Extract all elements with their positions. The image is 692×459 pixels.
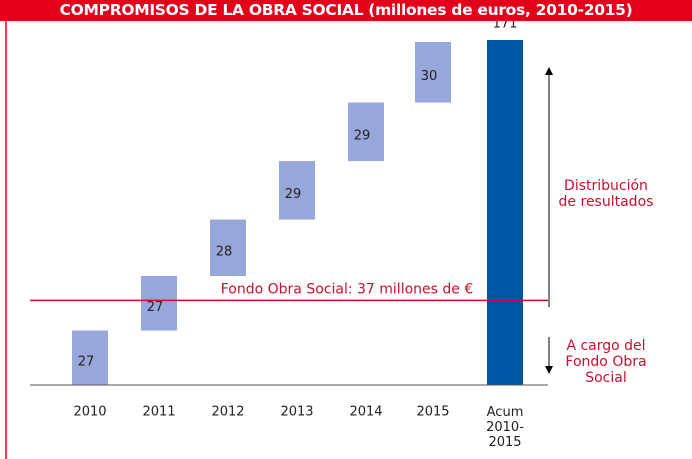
- bar: [348, 102, 384, 162]
- x-tick-label: 2013: [280, 405, 313, 420]
- value-label: 29: [285, 187, 302, 202]
- value-label: 27: [147, 300, 164, 315]
- total-bar: [487, 40, 523, 385]
- x-tick-label: 2014: [349, 405, 382, 420]
- chart-title: COMPROMISOS DE LA OBRA SOCIAL (millones …: [0, 0, 692, 21]
- bar: [141, 276, 177, 331]
- x-tick-label: 2010: [73, 405, 106, 420]
- value-label: 27: [78, 354, 95, 369]
- value-label: 30: [421, 69, 438, 84]
- bar: [210, 219, 246, 277]
- bar: [279, 161, 315, 220]
- x-tick-label: Acum 2010-2015: [486, 405, 524, 450]
- x-tick-label: 2015: [416, 405, 449, 420]
- value-label: 29: [354, 128, 371, 143]
- annotation: A cargo del Fondo Obra Social: [565, 338, 647, 386]
- bar: [415, 42, 451, 103]
- arrow-head: [545, 366, 553, 374]
- value-label: 28: [216, 244, 233, 259]
- annotation: Distribución de resultados: [558, 178, 654, 210]
- reference-label: Fondo Obra Social: 37 millones de €: [221, 281, 474, 297]
- x-tick-label: 2011: [142, 405, 175, 420]
- bar: [72, 330, 108, 385]
- arrow-head: [545, 67, 553, 75]
- x-tick-label: 2012: [211, 405, 244, 420]
